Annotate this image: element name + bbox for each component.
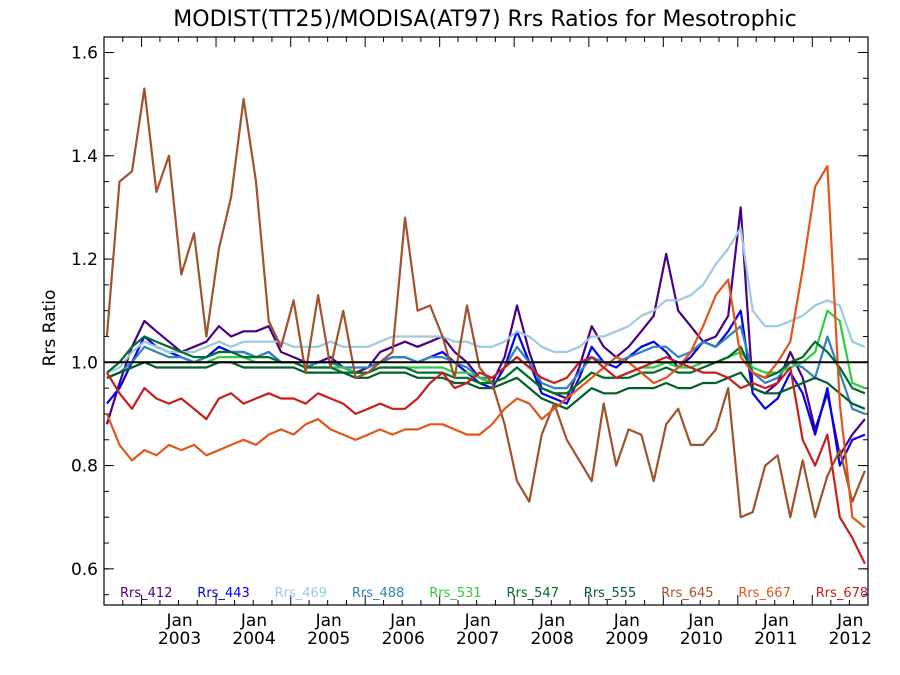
x-tick-label-year: 2011 [754,629,797,649]
legend-entry: Rrs_547 [507,586,559,601]
y-tick-label: 0.8 [71,457,98,477]
y-tick-label: 1.2 [71,250,98,270]
x-tick-label-month: Jan [165,611,192,631]
x-tick-label-year: 2007 [456,629,499,649]
x-tick-label-year: 2004 [232,629,275,649]
y-tick-label: 1.4 [71,147,98,167]
y-axis-label: Rrs Ratio [40,290,60,367]
series-line-rrs-531 [106,309,866,395]
legend-entry: Rrs_678 [816,586,868,601]
x-tick-label-year: 2010 [680,629,723,649]
plot-area: 0.60.81.01.21.41.6Jan2003Jan2004Jan2005J… [71,37,872,649]
x-tick-label-month: Jan [240,611,267,631]
legend-entry: Rrs_645 [661,586,713,601]
legend-entry: Rrs_488 [352,586,404,601]
x-tick-label-year: 2009 [605,629,648,649]
x-tick-label-year: 2008 [531,629,574,649]
legend-entry: Rrs_469 [275,586,327,601]
plot-frame [103,36,869,606]
x-tick-label-year: 2006 [382,629,425,649]
legend-entry: Rrs_555 [584,586,636,601]
legend-entry: Rrs_412 [120,586,172,601]
legend-entry: Rrs_531 [429,586,481,601]
x-tick-label-month: Jan [762,611,789,631]
y-tick-label: 1.0 [71,353,98,373]
x-tick-label-month: Jan [836,611,863,631]
x-tick-label-month: Jan [315,611,342,631]
y-tick-label: 0.6 [71,560,98,580]
series-line-rrs-667 [105,165,866,529]
x-tick-label-month: Jan [538,611,565,631]
x-tick-label-year: 2005 [307,629,350,649]
legend-entry: Rrs_443 [197,586,249,601]
series-line-rrs-678 [105,356,866,565]
x-tick-label-month: Jan [613,611,640,631]
x-tick-label-month: Jan [464,611,491,631]
x-tick-label-year: 2003 [158,629,201,649]
y-tick-label: 1.6 [71,43,98,63]
x-tick-label-year: 2012 [829,629,872,649]
legend-entry: Rrs_667 [738,586,790,601]
series-line-rrs-469 [106,227,866,374]
chart-title: MODIST(TT25)/MODISA(AT97) Rrs Ratios for… [173,7,796,32]
x-tick-label-month: Jan [389,611,416,631]
x-tick-label-month: Jan [687,611,714,631]
